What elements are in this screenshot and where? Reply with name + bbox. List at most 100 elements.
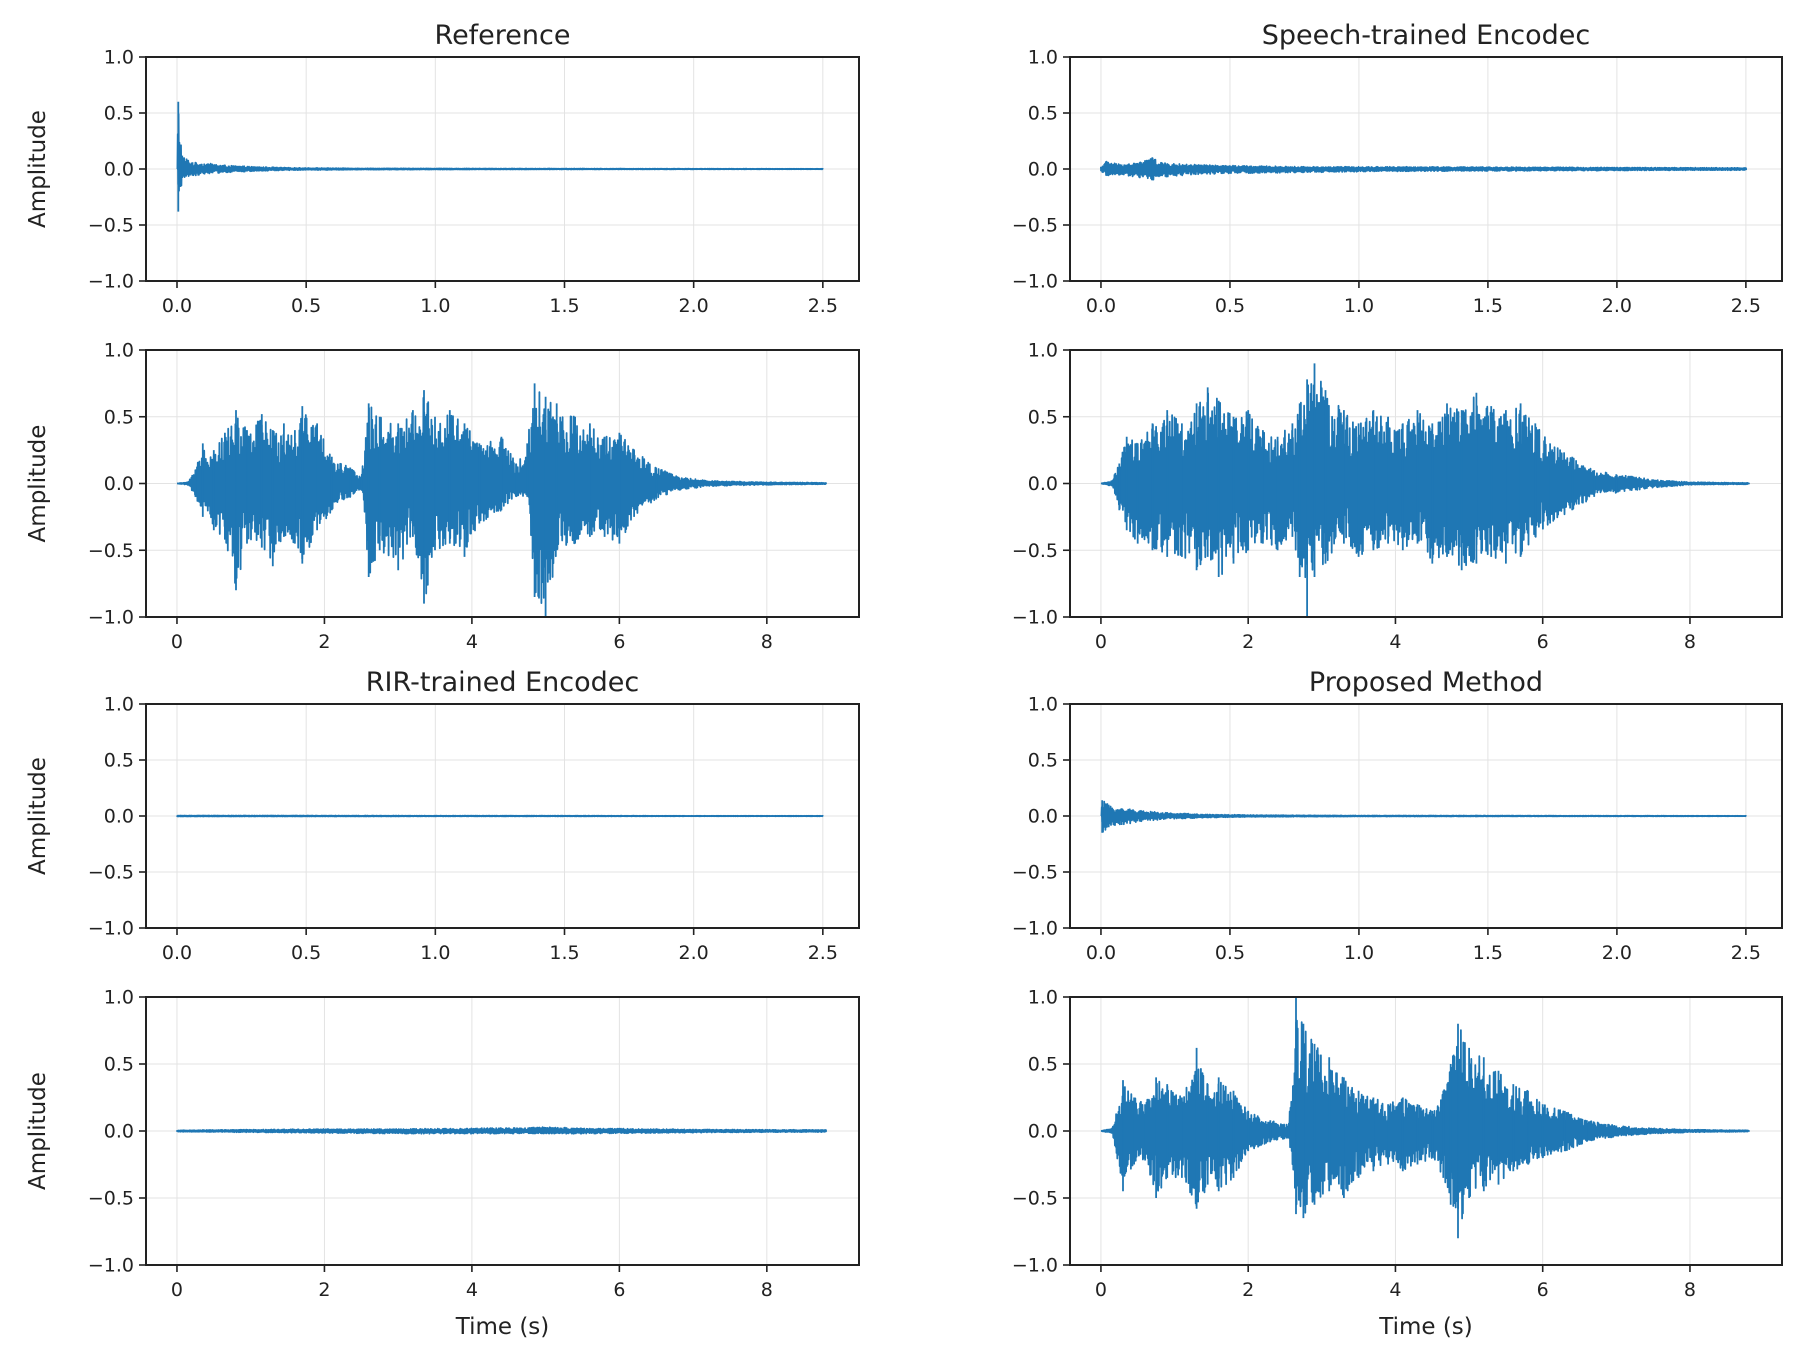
x-tick-label: 0 (171, 1279, 183, 1301)
x-tick-label: 1.5 (1473, 295, 1503, 317)
y-tick-label: 1.0 (1028, 694, 1058, 716)
y-tick-label: −0.5 (1012, 862, 1058, 884)
y-tick-label: 1.0 (1028, 340, 1058, 362)
y-tick-label: 1.0 (104, 47, 134, 69)
panel-3: 0 2 4 6 8 1.0 0.5 0.0 −0.5 −1.0 Amplitude (25, 340, 860, 653)
x-tick-label: 6 (613, 1279, 625, 1301)
panel-8: 0 2 4 6 8 1.0 0.5 0.0 −0.5 −1.0 Time (s) (1012, 987, 1783, 1340)
x-tick-label: 2.5 (808, 295, 838, 317)
y-tick-label: 0.5 (1028, 103, 1058, 125)
x-tick-label: 2.0 (679, 295, 709, 317)
x-tick-label: 0 (171, 631, 183, 653)
waveform-peaks-7 (176, 1127, 827, 1134)
waveform-series-1 (176, 113, 824, 192)
panel-title: Proposed Method (1309, 667, 1543, 698)
x-tick-label: 8 (1684, 1279, 1696, 1301)
waveform-peaks-4 (1111, 363, 1750, 617)
waveform-series-2 (1100, 157, 1748, 181)
x-tick-label: 4 (466, 1279, 478, 1301)
y-tick-label: −0.5 (88, 540, 134, 562)
x-tick-label: 6 (1537, 1279, 1549, 1301)
x-tick-label: 4 (1389, 631, 1401, 653)
y-tick-label: −1.0 (1012, 607, 1058, 629)
waveform-series-6 (1100, 800, 1747, 833)
x-tick-label: 2.0 (1602, 942, 1632, 964)
y-tick-label: −0.5 (88, 215, 134, 237)
x-tick-label: 0.0 (162, 942, 192, 964)
y-tick-label: −1.0 (88, 271, 134, 293)
x-tick-label: 0.5 (1215, 942, 1245, 964)
y-tick-label: 1.0 (104, 340, 134, 362)
y-axis-label: Amplitude (25, 425, 51, 543)
y-tick-label: 0.0 (104, 473, 134, 495)
panel-1: 0.0 0.5 1.0 1.5 2.0 2.5 1.0 0.5 0.0 −0.5 −1.0 Refer… (25, 20, 860, 317)
y-tick-label: 0.0 (104, 1121, 134, 1143)
panel-7: 0 2 4 6 8 1.0 0.5 0.0 −0.5 −1.0 Amplitude Time (s) (25, 987, 860, 1340)
x-tick-label: 1.5 (549, 295, 579, 317)
x-tick-label: 2 (318, 1279, 330, 1301)
x-axis-label: Time (s) (1378, 1314, 1473, 1340)
y-axis-label: Amplitude (25, 1072, 51, 1190)
y-tick-label: 1.0 (104, 694, 134, 716)
panel-2: 0.0 0.5 1.0 1.5 2.0 2.5 1.0 0.5 0.0 −0.5 −1.0 Speec… (1012, 20, 1783, 317)
y-axis-label: Amplitude (25, 110, 51, 228)
x-tick-label: 1.0 (1344, 942, 1374, 964)
x-tick-label: 2 (1242, 631, 1254, 653)
waveform-peaks-3 (187, 383, 827, 617)
y-tick-label: −0.5 (1012, 215, 1058, 237)
y-tick-label: 0.5 (1028, 750, 1058, 772)
y-tick-label: −1.0 (88, 1255, 134, 1277)
x-tick-label: 0.5 (291, 295, 321, 317)
waveform-peaks-6 (1101, 800, 1747, 833)
x-tick-label: 1.0 (420, 295, 450, 317)
x-tick-label: 4 (466, 631, 478, 653)
waveform-series-7 (176, 1126, 828, 1135)
panel-title: RIR-trained Encodec (366, 667, 639, 698)
x-tick-label: 6 (613, 631, 625, 653)
y-tick-label: −0.5 (88, 862, 134, 884)
y-tick-label: −1.0 (1012, 271, 1058, 293)
y-tick-label: 0.5 (1028, 1054, 1058, 1076)
x-tick-label: 2.0 (679, 942, 709, 964)
y-tick-label: 1.0 (1028, 987, 1058, 1009)
x-tick-label: 4 (1389, 1279, 1401, 1301)
y-tick-label: −1.0 (88, 918, 134, 940)
panel-4: 0 2 4 6 8 1.0 0.5 0.0 −0.5 −1.0 (1012, 340, 1783, 653)
y-tick-label: 0.5 (104, 750, 134, 772)
x-tick-label: 2 (1242, 1279, 1254, 1301)
x-tick-label: 0.0 (1086, 295, 1116, 317)
x-tick-label: 6 (1537, 631, 1549, 653)
x-tick-label: 1.0 (420, 942, 450, 964)
y-tick-label: −0.5 (1012, 1188, 1058, 1210)
y-tick-label: 0.5 (1028, 406, 1058, 428)
x-tick-label: 2 (318, 631, 330, 653)
y-tick-label: 0.0 (1028, 159, 1058, 181)
x-axis-label: Time (s) (455, 1314, 550, 1340)
x-tick-label: 0 (1095, 1279, 1107, 1301)
waveform-peaks-1 (177, 101, 824, 212)
panel-title: Reference (435, 20, 571, 51)
y-tick-label: 0.0 (104, 806, 134, 828)
y-tick-label: −0.5 (1012, 540, 1058, 562)
waveform-peaks-2 (1100, 157, 1747, 181)
y-tick-label: 0.0 (1028, 806, 1058, 828)
y-tick-label: 0.0 (1028, 473, 1058, 495)
x-tick-label: 2.5 (808, 942, 838, 964)
panel-title: Speech-trained Encodec (1262, 20, 1591, 51)
waveform-peaks-5 (176, 815, 824, 817)
x-tick-label: 8 (761, 631, 773, 653)
x-tick-label: 2.5 (1731, 942, 1761, 964)
y-tick-label: −0.5 (88, 1188, 134, 1210)
y-tick-label: −1.0 (88, 607, 134, 629)
x-tick-label: 0.5 (1215, 295, 1245, 317)
y-tick-label: 0.0 (1028, 1121, 1058, 1143)
x-tick-label: 0.0 (162, 295, 192, 317)
panel-5: 0.0 0.5 1.0 1.5 2.0 2.5 1.0 0.5 0.0 −0.5 −1.0 RIR-t… (25, 667, 860, 964)
x-tick-label: 8 (1684, 631, 1696, 653)
x-tick-label: 0.5 (291, 942, 321, 964)
waveform-series-5 (176, 814, 824, 818)
y-tick-label: −1.0 (1012, 918, 1058, 940)
panel-6: 0.0 0.5 1.0 1.5 2.0 2.5 1.0 0.5 0.0 −0.5 −1.0 Propo… (1012, 667, 1783, 964)
waveform-series-8 (1100, 1019, 1750, 1220)
